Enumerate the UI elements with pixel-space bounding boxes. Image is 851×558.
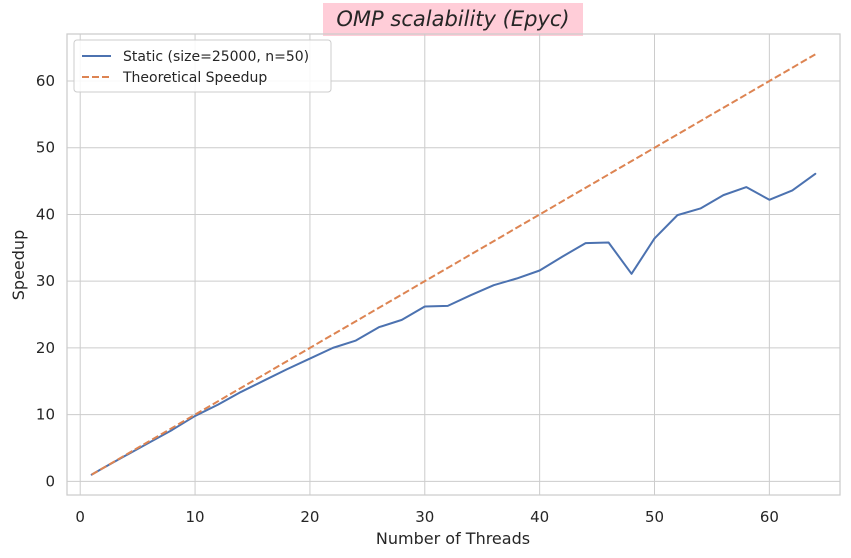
x-tick-label: 10 <box>186 508 205 526</box>
y-tick-label: 50 <box>36 139 55 157</box>
y-tick-label: 10 <box>36 406 55 424</box>
legend-box <box>73 39 332 93</box>
grid <box>67 34 840 495</box>
y-tick-label: 40 <box>36 205 55 223</box>
x-tick-label: 30 <box>415 508 434 526</box>
chart-title-group: OMP scalability (Epyc) <box>323 3 583 36</box>
legend: Static (size=25000, n=50) Theoretical Spe… <box>73 39 332 93</box>
y-tick-label: 30 <box>36 272 55 290</box>
y-tick-label: 0 <box>45 472 55 490</box>
static-speedup-line <box>90 172 817 476</box>
x-tick-label: 20 <box>300 508 319 526</box>
x-tick-label: 40 <box>530 508 549 526</box>
legend-label: Theoretical Speedup <box>122 70 267 86</box>
plot-area-frame <box>66 33 841 496</box>
y-tick-label: 20 <box>36 339 55 357</box>
x-tick-label: 50 <box>645 508 664 526</box>
legend-label: Static (size=25000, n=50) <box>123 49 309 65</box>
chart-title-background <box>323 3 583 36</box>
chart-title: OMP scalability (Epyc) <box>336 7 569 31</box>
y-tick-labels: 0 10 20 30 40 50 60 <box>36 72 55 490</box>
x-tick-labels: 0 10 20 30 40 50 60 <box>75 508 778 526</box>
y-tick-label: 60 <box>36 72 55 90</box>
y-axis-label: Speedup <box>9 230 28 300</box>
x-axis-label: Number of Threads <box>376 529 530 548</box>
theoretical-speedup-line <box>91 53 816 476</box>
series-lines <box>90 53 817 476</box>
x-tick-label: 0 <box>75 508 85 526</box>
x-tick-label: 60 <box>760 508 779 526</box>
